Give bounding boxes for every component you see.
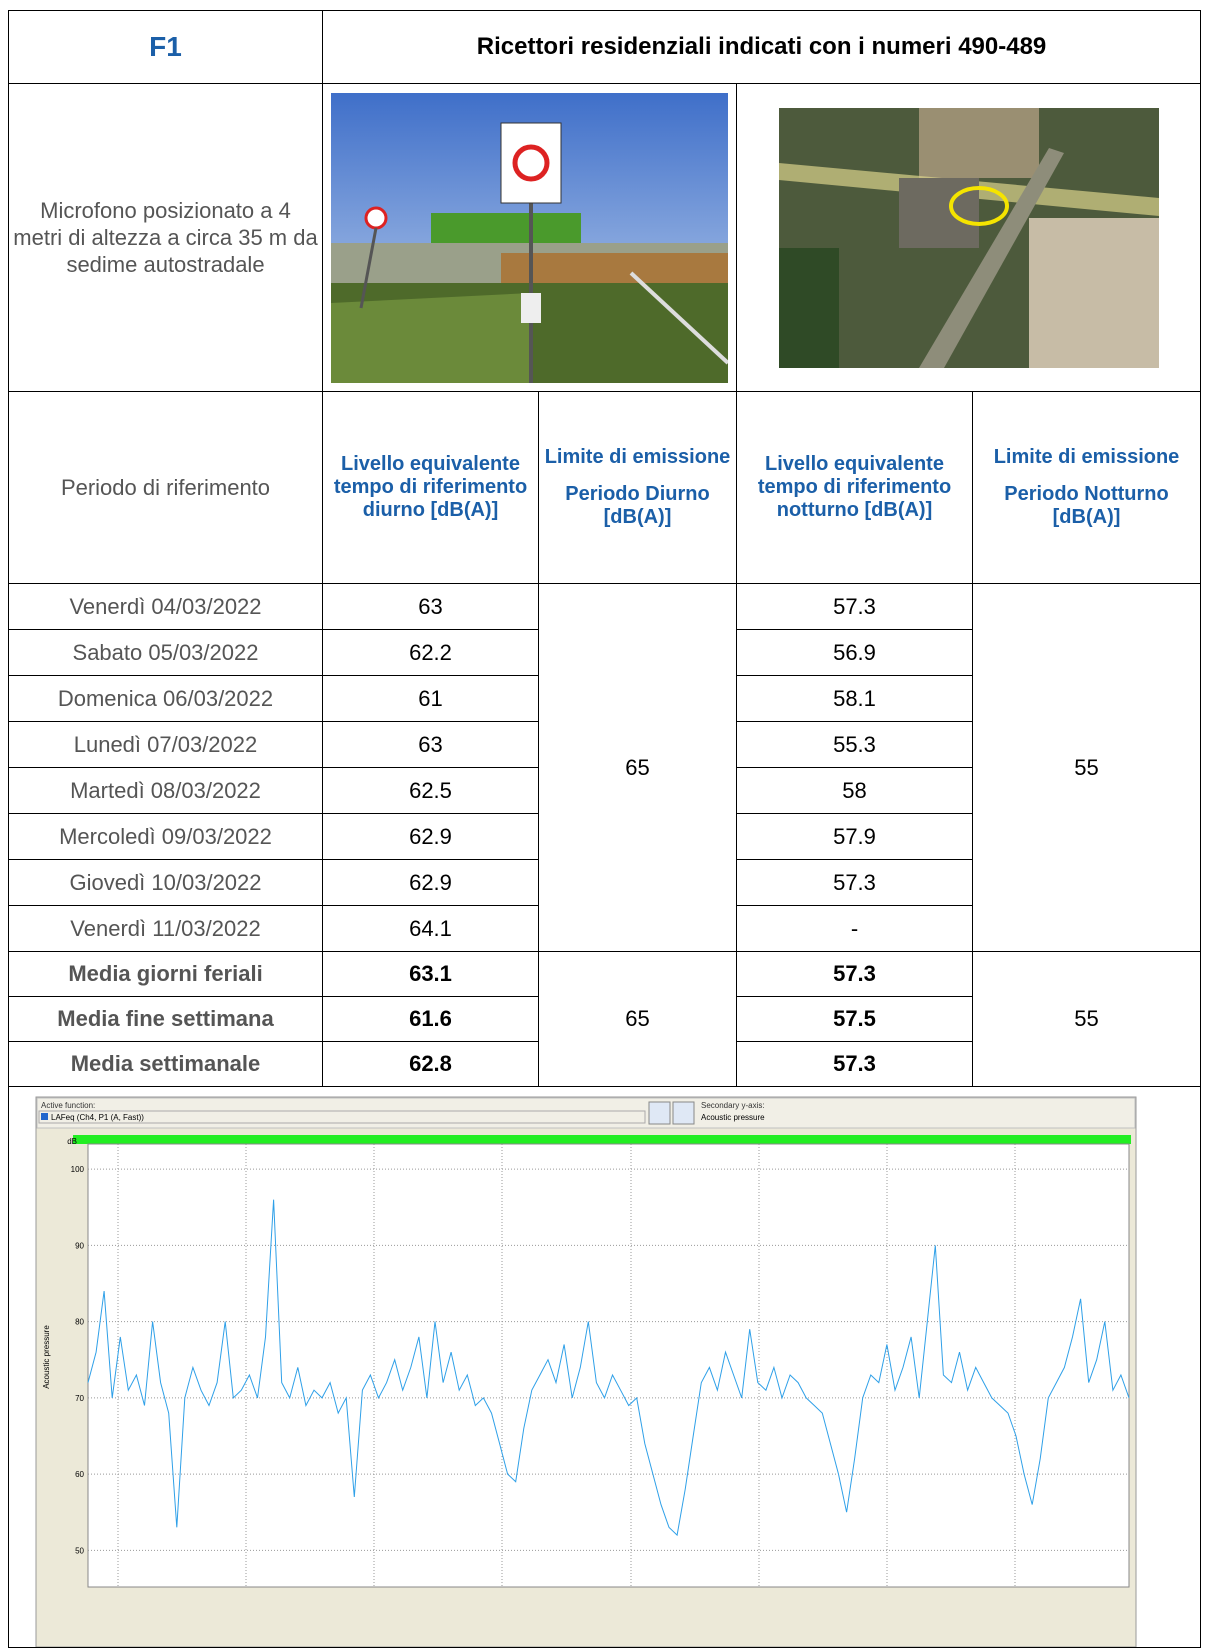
- description: Microfono posizionato a 4 metri di altez…: [8, 83, 323, 392]
- cell: 55: [971, 951, 1202, 1087]
- trace: [87, 1199, 1130, 1537]
- row: Venerdì 04/03/2022 63 65 57.3 55: [8, 583, 1202, 952]
- cell: Venerdì 11/03/2022: [8, 905, 323, 952]
- cell: 57.9: [736, 813, 973, 860]
- cell: 65: [538, 583, 737, 952]
- cell: 62.8: [322, 1041, 539, 1087]
- row: Giovedì 10/03/2022 62.9 57.3: [8, 859, 1201, 906]
- cell: 58: [736, 767, 973, 814]
- col-header-part: Limite di emissione: [993, 446, 1180, 468]
- site-map: [778, 107, 1159, 368]
- cell: 61: [322, 675, 539, 722]
- button[interactable]: [648, 1101, 671, 1125]
- cell: 56.9: [736, 629, 973, 676]
- cell: 65: [538, 951, 737, 1087]
- cell: Sabato 05/03/2022: [8, 629, 323, 676]
- y-tick-label: 80: [75, 1318, 84, 1327]
- cell: Mercoledì 09/03/2022: [8, 813, 323, 860]
- row: Lunedì 07/03/2022 63 55.3: [8, 721, 1201, 768]
- col-header: Livello equivalente tempo di riferimento…: [322, 391, 539, 584]
- cell: 57.3: [736, 1041, 973, 1087]
- code: F1: [8, 10, 323, 84]
- period-label: Periodo di riferimento: [8, 391, 323, 584]
- cell: 62.5: [322, 767, 539, 814]
- cell: Media settimanale: [8, 1041, 323, 1087]
- row: Domenica 06/03/2022 61 58.1: [8, 675, 1201, 722]
- cell: Martedì 08/03/2022: [8, 767, 323, 814]
- label: Acoustic pressure: [701, 1113, 765, 1122]
- cell: 63: [322, 721, 539, 768]
- cell: Domenica 06/03/2022: [8, 675, 323, 722]
- y-tick-label: 70: [75, 1394, 84, 1403]
- col-header: Limite di emissione Periodo Diurno [dB(A)…: [538, 391, 737, 584]
- cell: Media giorni feriali: [8, 951, 323, 997]
- y-tick-label: 60: [75, 1470, 84, 1479]
- cell: 55.3: [736, 721, 973, 768]
- label: Active function:: [41, 1101, 95, 1110]
- cell: 64.1: [322, 905, 539, 952]
- y-axis-title: Acoustic pressure: [42, 1325, 51, 1389]
- cell: Lunedì 07/03/2022: [8, 721, 323, 768]
- col-header-part: Periodo Diurno [dB(A)]: [565, 483, 710, 528]
- cell: 57.3: [736, 583, 973, 630]
- status-bar: [73, 1135, 1131, 1144]
- cell: 57.3: [736, 951, 973, 997]
- cell: 62.2: [322, 629, 539, 676]
- title: Ricettori residenziali indicati con i nu…: [321, 10, 1202, 84]
- cell: 62.9: [322, 813, 539, 860]
- y-tick-label: 100: [71, 1165, 85, 1174]
- y-tick-label: 90: [75, 1241, 84, 1250]
- cell: Venerdì 04/03/2022: [8, 583, 323, 630]
- chart: Active function: LAFeq (Ch4, P1 (A, Fast)…: [35, 1096, 1137, 1647]
- cell: -: [736, 905, 973, 952]
- y-unit: dB: [67, 1137, 77, 1146]
- summary-row: Media giorni feriali 63.1 65 57.3 55: [8, 951, 1202, 1087]
- y-tick-label: 50: [75, 1546, 84, 1555]
- swatch: [41, 1113, 48, 1120]
- cell: Giovedì 10/03/2022: [8, 859, 323, 906]
- report-table: F1 Ricettori residenziali indicati con i…: [7, 10, 1202, 1648]
- label: LAFeq (Ch4, P1 (A, Fast)): [51, 1113, 144, 1122]
- button[interactable]: [672, 1101, 695, 1125]
- cell: Media fine settimana: [8, 996, 323, 1042]
- row: Martedì 08/03/2022 62.5 58: [8, 767, 1201, 814]
- plot-area: [87, 1143, 1130, 1588]
- cell: 63: [322, 583, 539, 630]
- cell: 57.5: [736, 996, 973, 1042]
- cell: 57.3: [736, 859, 973, 906]
- label: Secondary y-axis:: [701, 1101, 765, 1110]
- col-header: Limite di emissione Periodo Notturno [dB(…: [971, 391, 1202, 584]
- dropdown: [38, 1110, 646, 1124]
- cell: 58.1: [736, 675, 973, 722]
- cell: 55: [971, 583, 1202, 952]
- site-photo: [331, 92, 728, 383]
- col-header: Livello equivalente tempo di riferimento…: [736, 391, 973, 584]
- cell: 61.6: [322, 996, 539, 1042]
- cell: 62.9: [322, 859, 539, 906]
- col-header-part: Periodo Notturno [dB(A)]: [1004, 483, 1169, 528]
- cell: 63.1: [322, 951, 539, 997]
- col-header-part: Limite di emissione: [544, 446, 731, 468]
